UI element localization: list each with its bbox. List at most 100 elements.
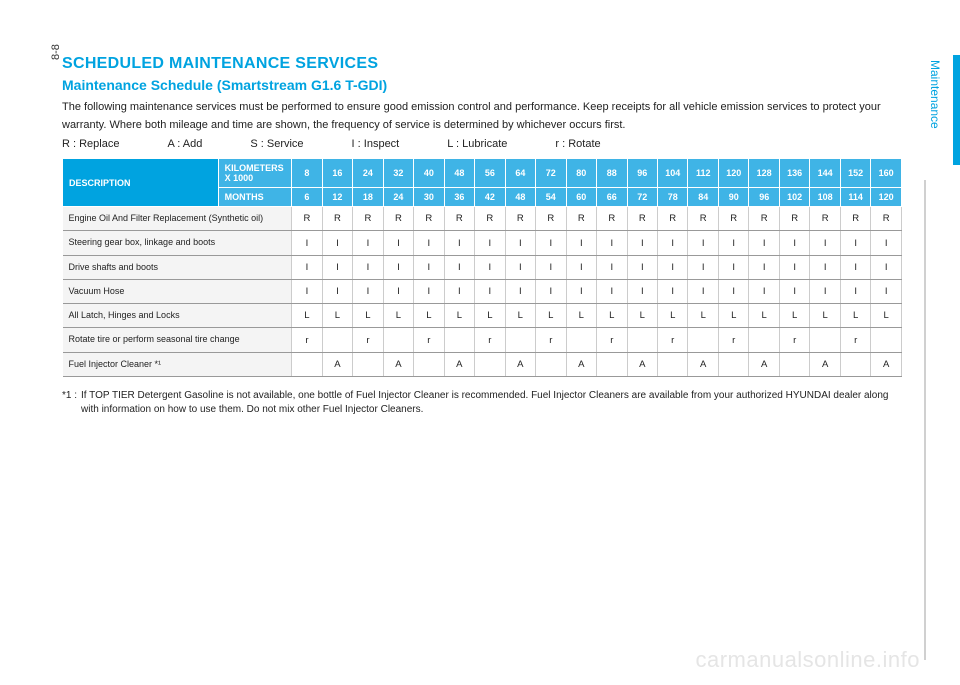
value-cell: A [444, 352, 474, 376]
table-row: Drive shafts and bootsIIIIIIIIIIIIIIIIII… [63, 255, 902, 279]
value-cell: R [718, 207, 748, 231]
value-cell: I [536, 279, 566, 303]
value-cell: R [566, 207, 596, 231]
value-cell [444, 328, 474, 352]
value-cell: R [688, 207, 718, 231]
month-col-header: 12 [322, 188, 352, 207]
table-row: Vacuum HoseIIIIIIIIIIIIIIIIIIII [63, 279, 902, 303]
side-chapter-label: Maintenance [928, 60, 942, 129]
table-row: Fuel Injector Cleaner *¹AAAAAAAAAA [63, 352, 902, 376]
value-cell: r [597, 328, 627, 352]
month-col-header: 102 [779, 188, 809, 207]
page-content: SCHEDULED MAINTENANCE SERVICES Maintenan… [62, 55, 902, 418]
table-row: Rotate tire or perform seasonal tire cha… [63, 328, 902, 352]
value-cell: I [444, 231, 474, 255]
legend-item: L : Lubricate [447, 138, 507, 150]
value-cell: L [292, 304, 322, 328]
value-cell [597, 352, 627, 376]
month-col-header: 48 [505, 188, 535, 207]
value-cell: L [810, 304, 840, 328]
value-cell: R [597, 207, 627, 231]
legend-item: R : Replace [62, 138, 119, 150]
value-cell: I [779, 231, 809, 255]
value-cell: L [475, 304, 505, 328]
value-cell: I [658, 231, 688, 255]
value-cell: I [475, 231, 505, 255]
month-col-header: 36 [444, 188, 474, 207]
value-cell: I [627, 279, 657, 303]
month-col-header: 120 [871, 188, 902, 207]
value-cell: I [749, 255, 779, 279]
value-cell: R [536, 207, 566, 231]
value-cell: I [536, 231, 566, 255]
km-col-header: 48 [444, 159, 474, 188]
value-cell: I [414, 279, 444, 303]
km-col-header: 88 [597, 159, 627, 188]
value-cell: I [779, 255, 809, 279]
value-cell: R [444, 207, 474, 231]
value-cell: I [840, 255, 870, 279]
legend-row: R : Replace A : Add S : Service I : Insp… [62, 138, 902, 150]
value-cell: I [779, 279, 809, 303]
value-cell [383, 328, 413, 352]
value-cell: r [536, 328, 566, 352]
value-cell: R [383, 207, 413, 231]
value-cell: I [658, 255, 688, 279]
value-cell [322, 328, 352, 352]
value-cell [779, 352, 809, 376]
side-divider [924, 180, 926, 660]
value-cell [718, 352, 748, 376]
value-cell: r [658, 328, 688, 352]
value-cell: I [322, 255, 352, 279]
value-cell: R [658, 207, 688, 231]
value-cell: L [658, 304, 688, 328]
value-cell: L [597, 304, 627, 328]
value-cell: I [566, 231, 596, 255]
table-body: Engine Oil And Filter Replacement (Synth… [63, 207, 902, 377]
value-cell: I [597, 279, 627, 303]
value-cell: R [779, 207, 809, 231]
value-cell: I [292, 231, 322, 255]
value-cell: I [414, 231, 444, 255]
value-cell: L [414, 304, 444, 328]
value-cell: I [322, 279, 352, 303]
desc-cell: Drive shafts and boots [63, 255, 292, 279]
desc-cell: All Latch, Hinges and Locks [63, 304, 292, 328]
month-col-header: 108 [810, 188, 840, 207]
footnote-marker: *1 : [62, 389, 77, 418]
value-cell [810, 328, 840, 352]
month-col-header: 24 [383, 188, 413, 207]
month-col-header: 78 [658, 188, 688, 207]
side-accent-bar [953, 55, 960, 165]
value-cell: I [505, 255, 535, 279]
month-col-header: 30 [414, 188, 444, 207]
table-row: Engine Oil And Filter Replacement (Synth… [63, 207, 902, 231]
value-cell: L [779, 304, 809, 328]
value-cell: I [475, 279, 505, 303]
value-cell: L [322, 304, 352, 328]
value-cell: I [475, 255, 505, 279]
month-row-header: MONTHS [218, 188, 292, 207]
value-cell: R [871, 207, 902, 231]
value-cell: R [810, 207, 840, 231]
month-col-header: 114 [840, 188, 870, 207]
value-cell [353, 352, 383, 376]
value-cell: A [383, 352, 413, 376]
km-col-header: 72 [536, 159, 566, 188]
km-col-header: 24 [353, 159, 383, 188]
value-cell: A [810, 352, 840, 376]
legend-item: A : Add [167, 138, 202, 150]
value-cell [627, 328, 657, 352]
value-cell: A [688, 352, 718, 376]
value-cell: I [353, 255, 383, 279]
desc-cell: Steering gear box, linkage and boots [63, 231, 292, 255]
km-col-header: 104 [658, 159, 688, 188]
value-cell: I [597, 255, 627, 279]
value-cell: I [749, 231, 779, 255]
month-col-header: 18 [353, 188, 383, 207]
value-cell: A [322, 352, 352, 376]
value-cell: I [383, 255, 413, 279]
value-cell: L [840, 304, 870, 328]
value-cell: I [718, 279, 748, 303]
value-cell: I [566, 255, 596, 279]
